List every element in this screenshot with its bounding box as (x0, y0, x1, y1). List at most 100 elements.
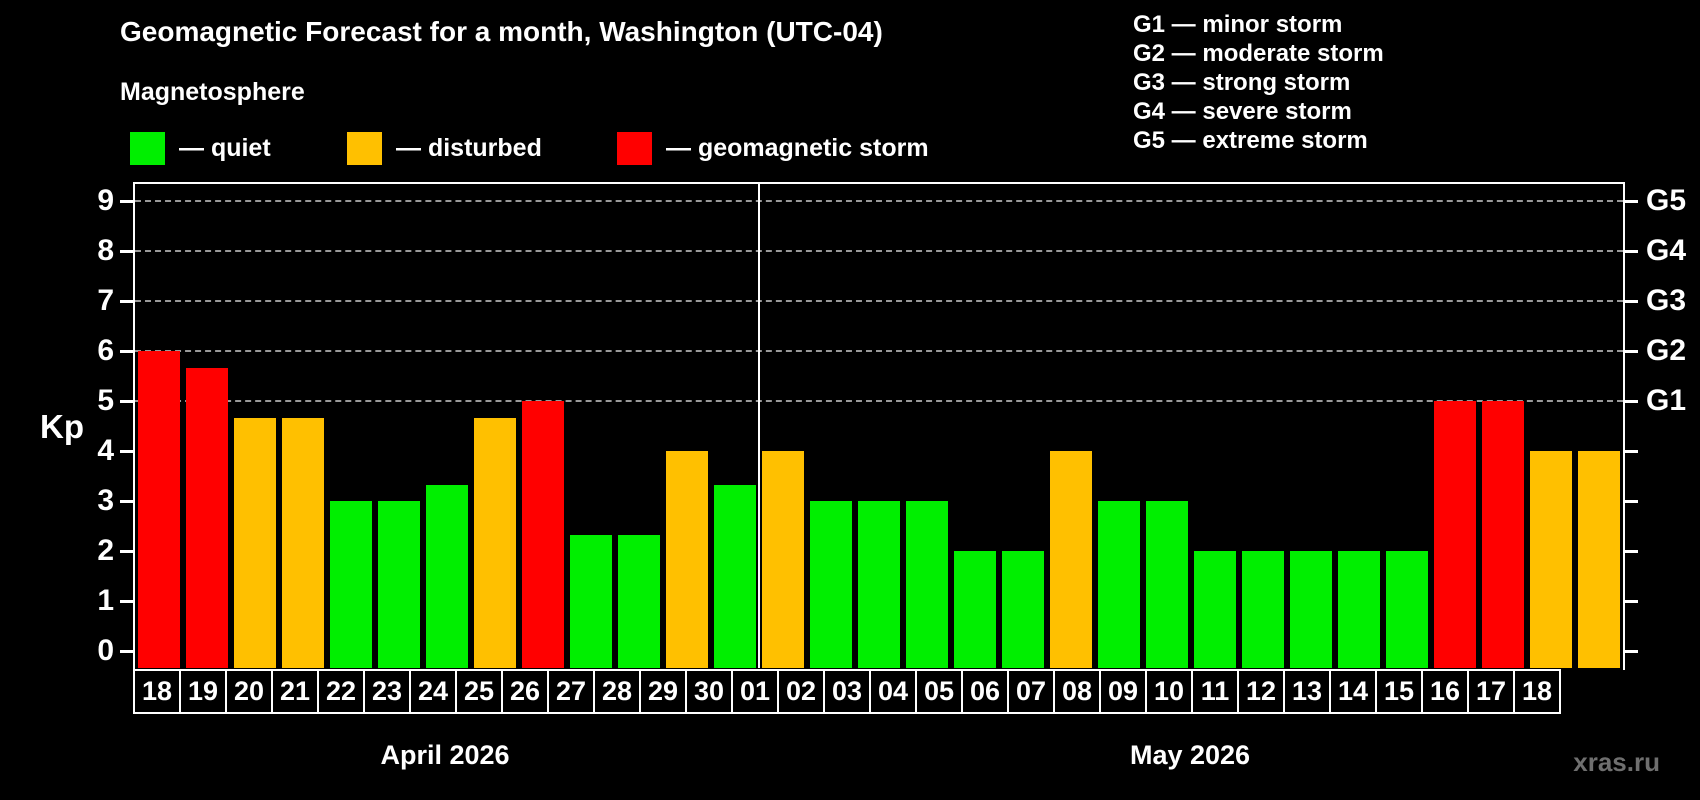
gridline-kp6 (135, 350, 1623, 352)
y-axis-tick-right-6 (1625, 350, 1638, 353)
kp-bar-april-29 (666, 451, 708, 668)
kp-bar-may-18 (1578, 451, 1620, 668)
kp-bar-may-08 (1098, 501, 1140, 668)
kp-bar-april-22 (330, 501, 372, 668)
quiet-color-swatch (130, 131, 165, 165)
g4-legend-line: G4 — severe storm (1133, 98, 1352, 125)
day-label-may-04: 04 (869, 669, 917, 714)
kp-bar-april-21 (282, 417, 324, 668)
day-label-row: 18 19 20 21 22 23 24 25 26 27 28 29 30 01 02 03 04 05 06 07… (133, 669, 1561, 714)
day-label-may-13: 13 (1283, 669, 1331, 714)
y-axis-tick-right-8 (1625, 250, 1638, 253)
month-label-may: May 2026 (1129, 740, 1251, 770)
day-label-april-18: 18 (133, 669, 181, 714)
day-label-april-27: 27 (547, 669, 595, 714)
y-axis-label-3: 3 (97, 484, 114, 517)
day-label-may-07: 07 (1007, 669, 1055, 714)
day-label-may-10: 10 (1145, 669, 1193, 714)
kp-bar-april-24 (426, 484, 468, 668)
y-axis-label-9: 9 (97, 184, 114, 217)
legend-item-storm: — geomagnetic storm (617, 130, 929, 166)
kp-bar-april-18 (138, 351, 180, 668)
month-label-april: April 2026 (380, 740, 510, 770)
y-axis-label-0: 0 (97, 634, 114, 667)
kp-bar-may-05 (954, 551, 996, 668)
y-axis-tick-left-3 (120, 500, 133, 503)
g3-legend-line: G3 — strong storm (1133, 69, 1351, 96)
g-level-label-g4: G4 (1646, 234, 1687, 267)
y-axis-label-2: 2 (97, 534, 114, 567)
g-level-label-g1: G1 (1646, 384, 1687, 417)
gridline-kp7 (135, 300, 1623, 302)
legend-item-disturbed: — disturbed (347, 130, 542, 166)
y-axis-label-7: 7 (97, 284, 114, 317)
day-label-may-09: 09 (1099, 669, 1147, 714)
day-label-may-02: 02 (777, 669, 825, 714)
day-label-may-16: 16 (1421, 669, 1469, 714)
day-label-may-11: 11 (1191, 669, 1239, 714)
y-axis-tick-right-5 (1625, 400, 1638, 403)
day-label-may-06: 06 (961, 669, 1009, 714)
g-level-label-g2: G2 (1646, 334, 1687, 367)
day-label-may-08: 08 (1053, 669, 1101, 714)
day-label-may-05: 05 (915, 669, 963, 714)
day-label-may-01: 01 (731, 669, 779, 714)
y-axis-label-5: 5 (97, 384, 114, 417)
kp-bar-april-26 (522, 401, 564, 668)
storm-color-swatch (617, 131, 652, 165)
kp-bar-may-17 (1530, 451, 1572, 668)
kp-bar-april-28 (618, 534, 660, 668)
kp-bar-may-06 (1002, 551, 1044, 668)
y-axis-tick-right-4 (1625, 450, 1638, 453)
legend-label: — geomagnetic storm (666, 133, 929, 162)
kp-bar-april-23 (378, 501, 420, 668)
y-axis-tick-left-9 (120, 200, 133, 203)
day-label-april-26: 26 (501, 669, 549, 714)
month-divider-line (758, 182, 760, 668)
kp-bar-may-11 (1242, 551, 1284, 668)
kp-bar-may-07 (1050, 451, 1092, 668)
day-label-april-20: 20 (225, 669, 273, 714)
day-label-april-25: 25 (455, 669, 503, 714)
legend-group-title: Magnetosphere (120, 78, 305, 106)
disturbed-color-swatch (347, 131, 382, 165)
day-label-may-14: 14 (1329, 669, 1377, 714)
gridline-kp8 (135, 250, 1623, 252)
legend-item-quiet: — quiet (130, 130, 271, 166)
kp-bar-april-27 (570, 534, 612, 668)
plot-top-border (133, 182, 1625, 184)
g-level-label-g3: G3 (1646, 284, 1687, 317)
y-axis-label-6: 6 (97, 334, 114, 367)
day-label-april-28: 28 (593, 669, 641, 714)
kp-bar-april-20 (234, 417, 276, 668)
kp-bar-may-12 (1290, 551, 1332, 668)
y-axis-tick-left-2 (120, 550, 133, 553)
kp-bar-may-14 (1386, 551, 1428, 668)
legend-label: — disturbed (396, 133, 542, 162)
g5-legend-line: G5 — extreme storm (1133, 127, 1368, 154)
y-axis-label-1: 1 (97, 584, 114, 617)
watermark: xras.ru (1573, 747, 1660, 777)
y-axis-tick-right-0 (1625, 650, 1638, 653)
g1-legend-line: G1 — minor storm (1133, 11, 1343, 38)
gridline-kp9 (135, 200, 1623, 202)
gridline-kp5 (135, 400, 1623, 402)
kp-bar-may-03 (858, 501, 900, 668)
y-axis-tick-left-4 (120, 450, 133, 453)
kp-bar-april-25 (474, 417, 516, 668)
chart-title: Geomagnetic Forecast for a month, Washin… (120, 16, 883, 47)
day-label-april-22: 22 (317, 669, 365, 714)
day-label-april-21: 21 (271, 669, 319, 714)
y-axis-tick-right-1 (1625, 600, 1638, 603)
day-label-may-12: 12 (1237, 669, 1285, 714)
kp-bar-april-19 (186, 367, 228, 668)
kp-bar-may-02 (810, 501, 852, 668)
plot-area (135, 182, 1623, 668)
day-label-april-29: 29 (639, 669, 687, 714)
day-label-may-15: 15 (1375, 669, 1423, 714)
g2-legend-line: G2 — moderate storm (1133, 40, 1384, 67)
y-axis-label-8: 8 (97, 234, 114, 267)
g-level-label-g5: G5 (1646, 184, 1687, 217)
y-axis-line-left (133, 182, 135, 670)
kp-bar-april-30 (714, 484, 756, 668)
